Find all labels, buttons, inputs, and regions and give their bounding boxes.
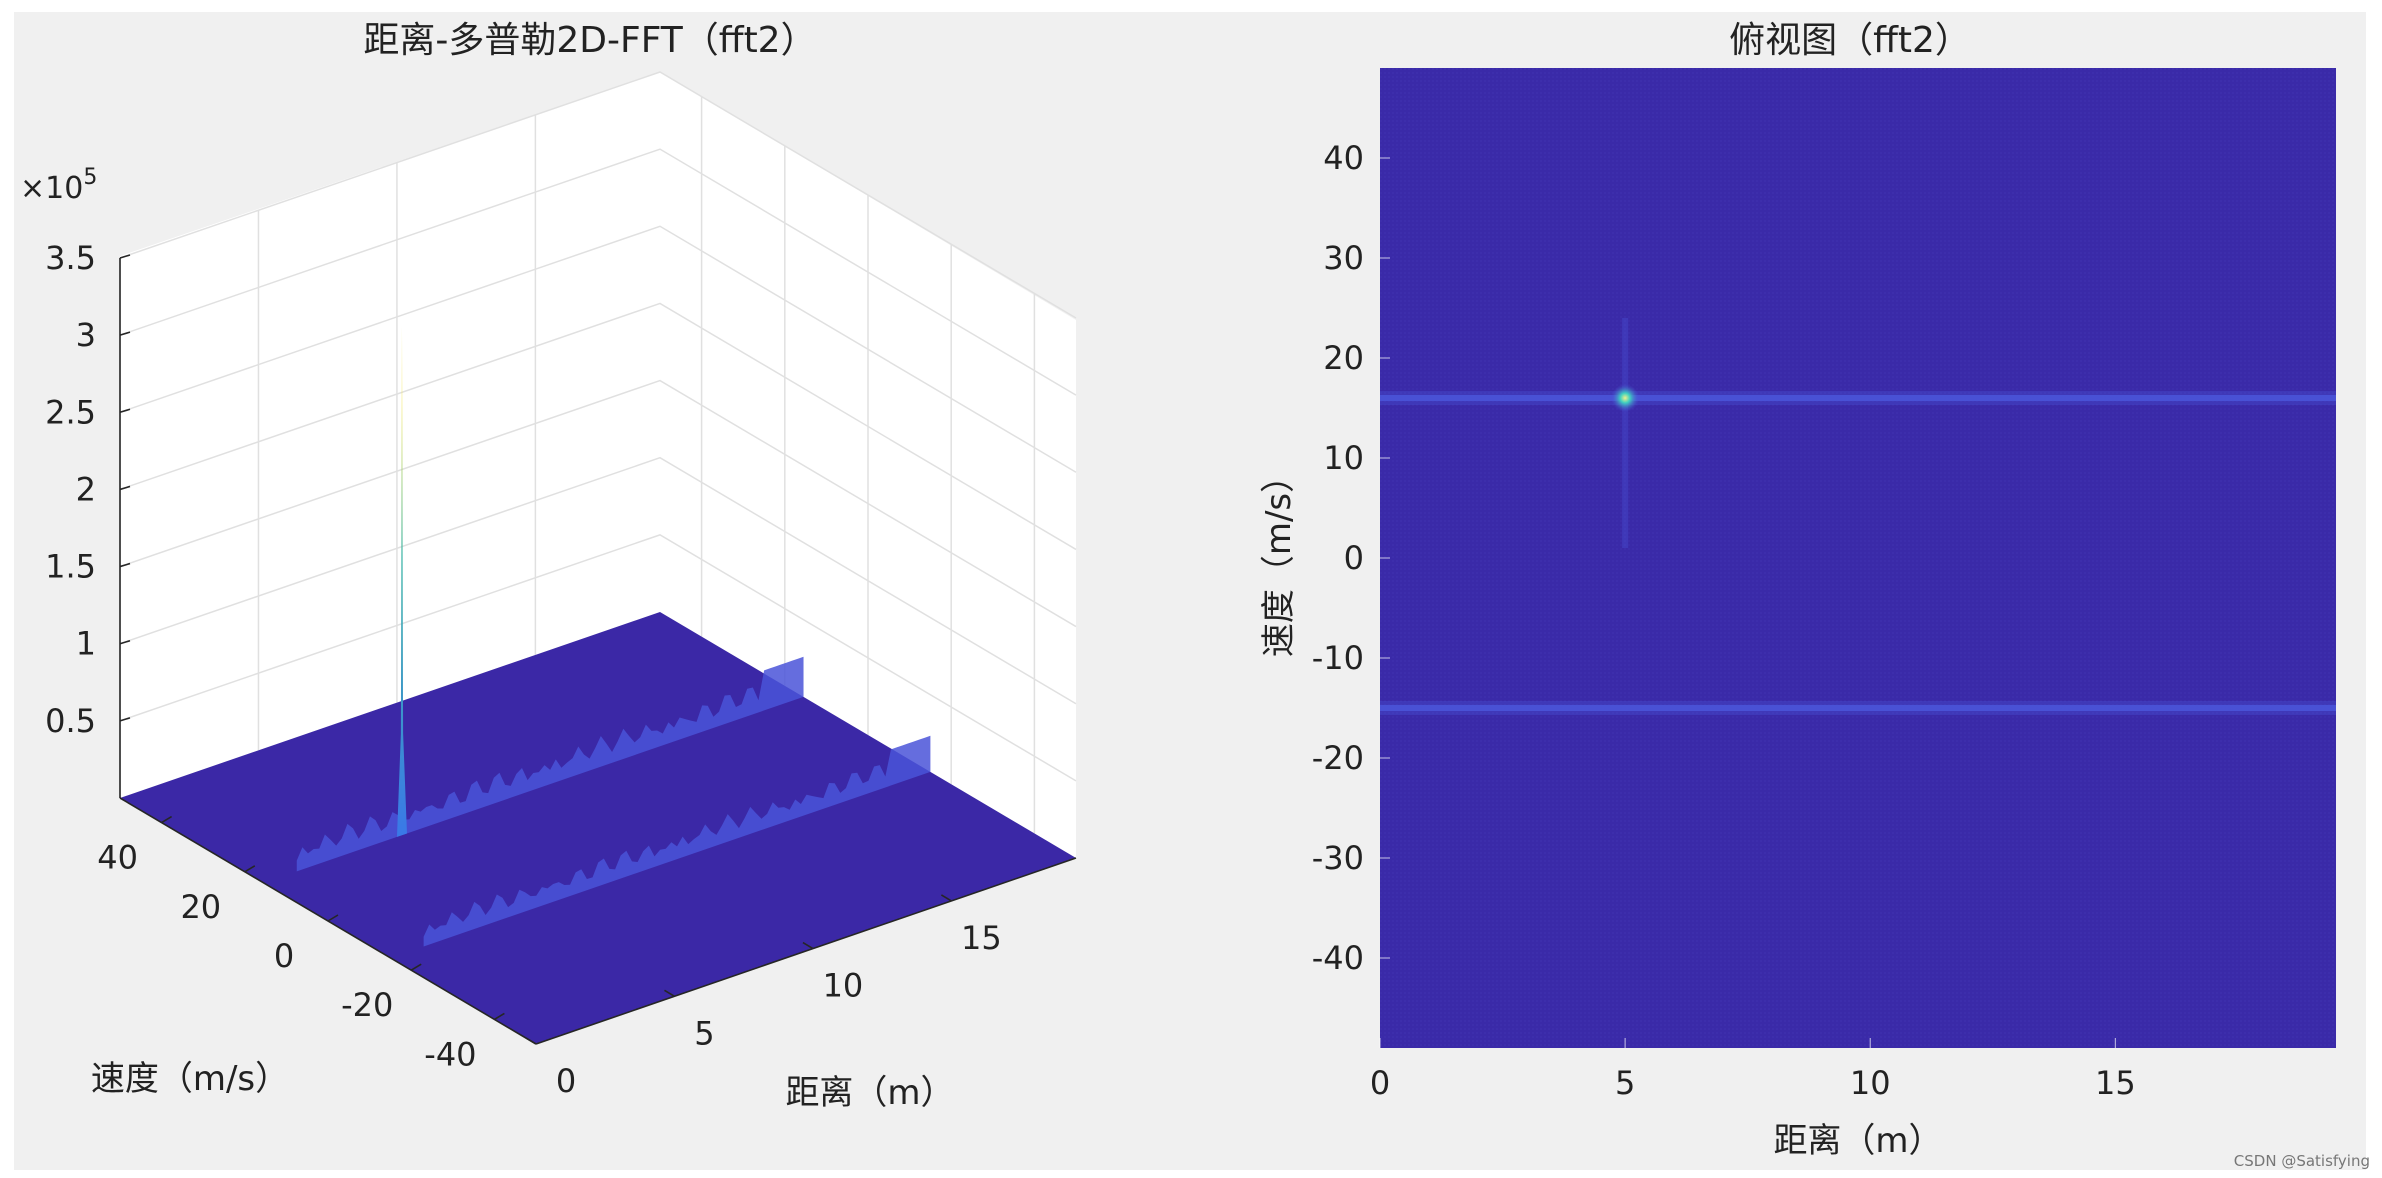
- surface-z-tick: [119, 254, 131, 259]
- surface-z-tick-label: 3: [76, 316, 96, 354]
- surface-z-tick-label: 2: [76, 470, 96, 508]
- heatmap-area: [1380, 68, 2336, 1048]
- surface-y-tick-label: 20: [180, 888, 221, 926]
- surface-ticks: 0 5 10 15 40 20 0 -20 -40 0.5 1 1.5 2 2.5 3 3.5: [45, 239, 1002, 1100]
- heatmap-peak-streak: [1622, 318, 1629, 548]
- surface-gridline-z: [119, 534, 1077, 782]
- surface-ridge: [296, 656, 804, 872]
- heatmap-y-tick-label: -30: [1312, 839, 1364, 877]
- surface-z-tick-label: 2.5: [45, 393, 96, 431]
- surface-z-exponent-power: 5: [83, 165, 97, 190]
- surface-plot: 0 5 10 15 40 20 0 -20 -40 0.5 1 1.5 2 2.5 3 3.5 距离-多普勒2…: [20, 20, 1077, 1113]
- surface-z-tick-label: 1: [76, 625, 96, 663]
- surface-x-tick: [802, 941, 814, 950]
- surface-x-tick: [940, 894, 952, 902]
- surface-ridges: [296, 656, 931, 947]
- heatmap-ylabel: 速度（m/s）: [1259, 459, 1299, 657]
- surface-x-tick: [664, 989, 675, 997]
- heatmap-band: [1380, 395, 2336, 401]
- surface-gridline-z: [119, 71, 1077, 319]
- heatmap-plot: 0 5 10 15 40 30 20 10 0 -10 -20 -30 -40 俯视图（fft2） 距离…: [1259, 20, 2336, 1161]
- surface-z-tick: [119, 562, 131, 568]
- surface-grid: [119, 71, 1077, 834]
- surface-y-tick: [327, 914, 339, 922]
- surface-z-exponent-base: ×10: [20, 171, 83, 206]
- surface-z-tick: [119, 485, 131, 491]
- surface-z-tick-label: 1.5: [45, 548, 96, 586]
- heatmap-y-tick-label: -10: [1312, 639, 1364, 677]
- heatmap-x-tick-label: 0: [1370, 1064, 1390, 1102]
- heatmap-y-tick-label: 0: [1344, 539, 1364, 577]
- heatmap-y-tick-label: -20: [1312, 739, 1364, 777]
- heatmap-xlabel: 距离（m）: [1773, 1121, 1942, 1161]
- surface-floor-plane: [120, 612, 1076, 1044]
- surface-y-tick-label: 40: [97, 839, 138, 877]
- surface-x-tick: [525, 1037, 537, 1045]
- surface-xlabel: 距离（m）: [785, 1073, 954, 1113]
- surface-gridline-z: [119, 379, 1077, 628]
- surface-back-panels: [120, 72, 1076, 858]
- heatmap-title: 俯视图（fft2）: [1729, 20, 1971, 61]
- heatmap-band: [1380, 705, 2336, 711]
- heatmap-x-tick-label: 10: [1850, 1064, 1891, 1102]
- heatmap-peak: [1611, 384, 1640, 412]
- watermark: CSDN @Satisfying: [2233, 1152, 2370, 1170]
- surface-z-tick-label: 0.5: [45, 702, 96, 740]
- surface-y-tick: [244, 865, 256, 873]
- surface-z-tick: [119, 639, 131, 645]
- surface-z-tick: [119, 717, 131, 722]
- heatmap-y-tick-label: 10: [1323, 439, 1364, 477]
- surface-x-axis: [535, 857, 1077, 1045]
- surface-x-tick-label: 5: [694, 1014, 714, 1052]
- surface-ridge: [423, 735, 931, 947]
- surface-y-tick-label: -20: [341, 986, 393, 1024]
- surface-ylabel: 速度（m/s）: [91, 1059, 289, 1099]
- surface-y-tick: [493, 1012, 505, 1021]
- surface-z-exponent: ×105: [20, 165, 97, 206]
- heatmap-peak-spot: [1611, 384, 1640, 412]
- surface-gridline-z: [119, 148, 1077, 396]
- surface-x-tick-label: 15: [961, 919, 1002, 957]
- back-wall-left: [120, 72, 660, 798]
- surface-y-tick: [161, 815, 173, 824]
- surface-peak-spike: [396, 326, 407, 837]
- surface-x-tick-label: 10: [823, 967, 864, 1005]
- surface-z-tick: [119, 331, 131, 336]
- surface-y-tick-label: -40: [424, 1035, 476, 1073]
- heatmap-x-tick-label: 15: [2095, 1064, 2136, 1102]
- heatmap-y-tick-label: 30: [1323, 239, 1364, 277]
- surface-gridline-z: [119, 225, 1077, 473]
- surface-peak: [396, 326, 407, 837]
- heatmap-y-tick-label: 20: [1323, 339, 1364, 377]
- surface-x-tick-label: 0: [556, 1062, 576, 1100]
- surface-z-tick: [119, 408, 131, 414]
- heatmap-y-tick-label: 40: [1323, 139, 1364, 177]
- surface-y-tick: [410, 963, 422, 971]
- surface-title: 距离-多普勒2D-FFT（fft2）: [363, 20, 816, 61]
- surface-floor: [120, 612, 1076, 1044]
- surface-y-tick-label: 0: [274, 937, 294, 975]
- surface-gridline-z: [119, 456, 1077, 705]
- heatmap-ticks: 0 5 10 15 40 30 20 10 0 -10 -20 -30 -40: [1312, 139, 2136, 1102]
- surface-gridline-z: [119, 302, 1077, 551]
- heatmap-x-tick-label: 5: [1615, 1064, 1635, 1102]
- surface-z-tick-label: 3.5: [45, 239, 96, 277]
- heatmap-y-tick-label: -40: [1312, 939, 1364, 977]
